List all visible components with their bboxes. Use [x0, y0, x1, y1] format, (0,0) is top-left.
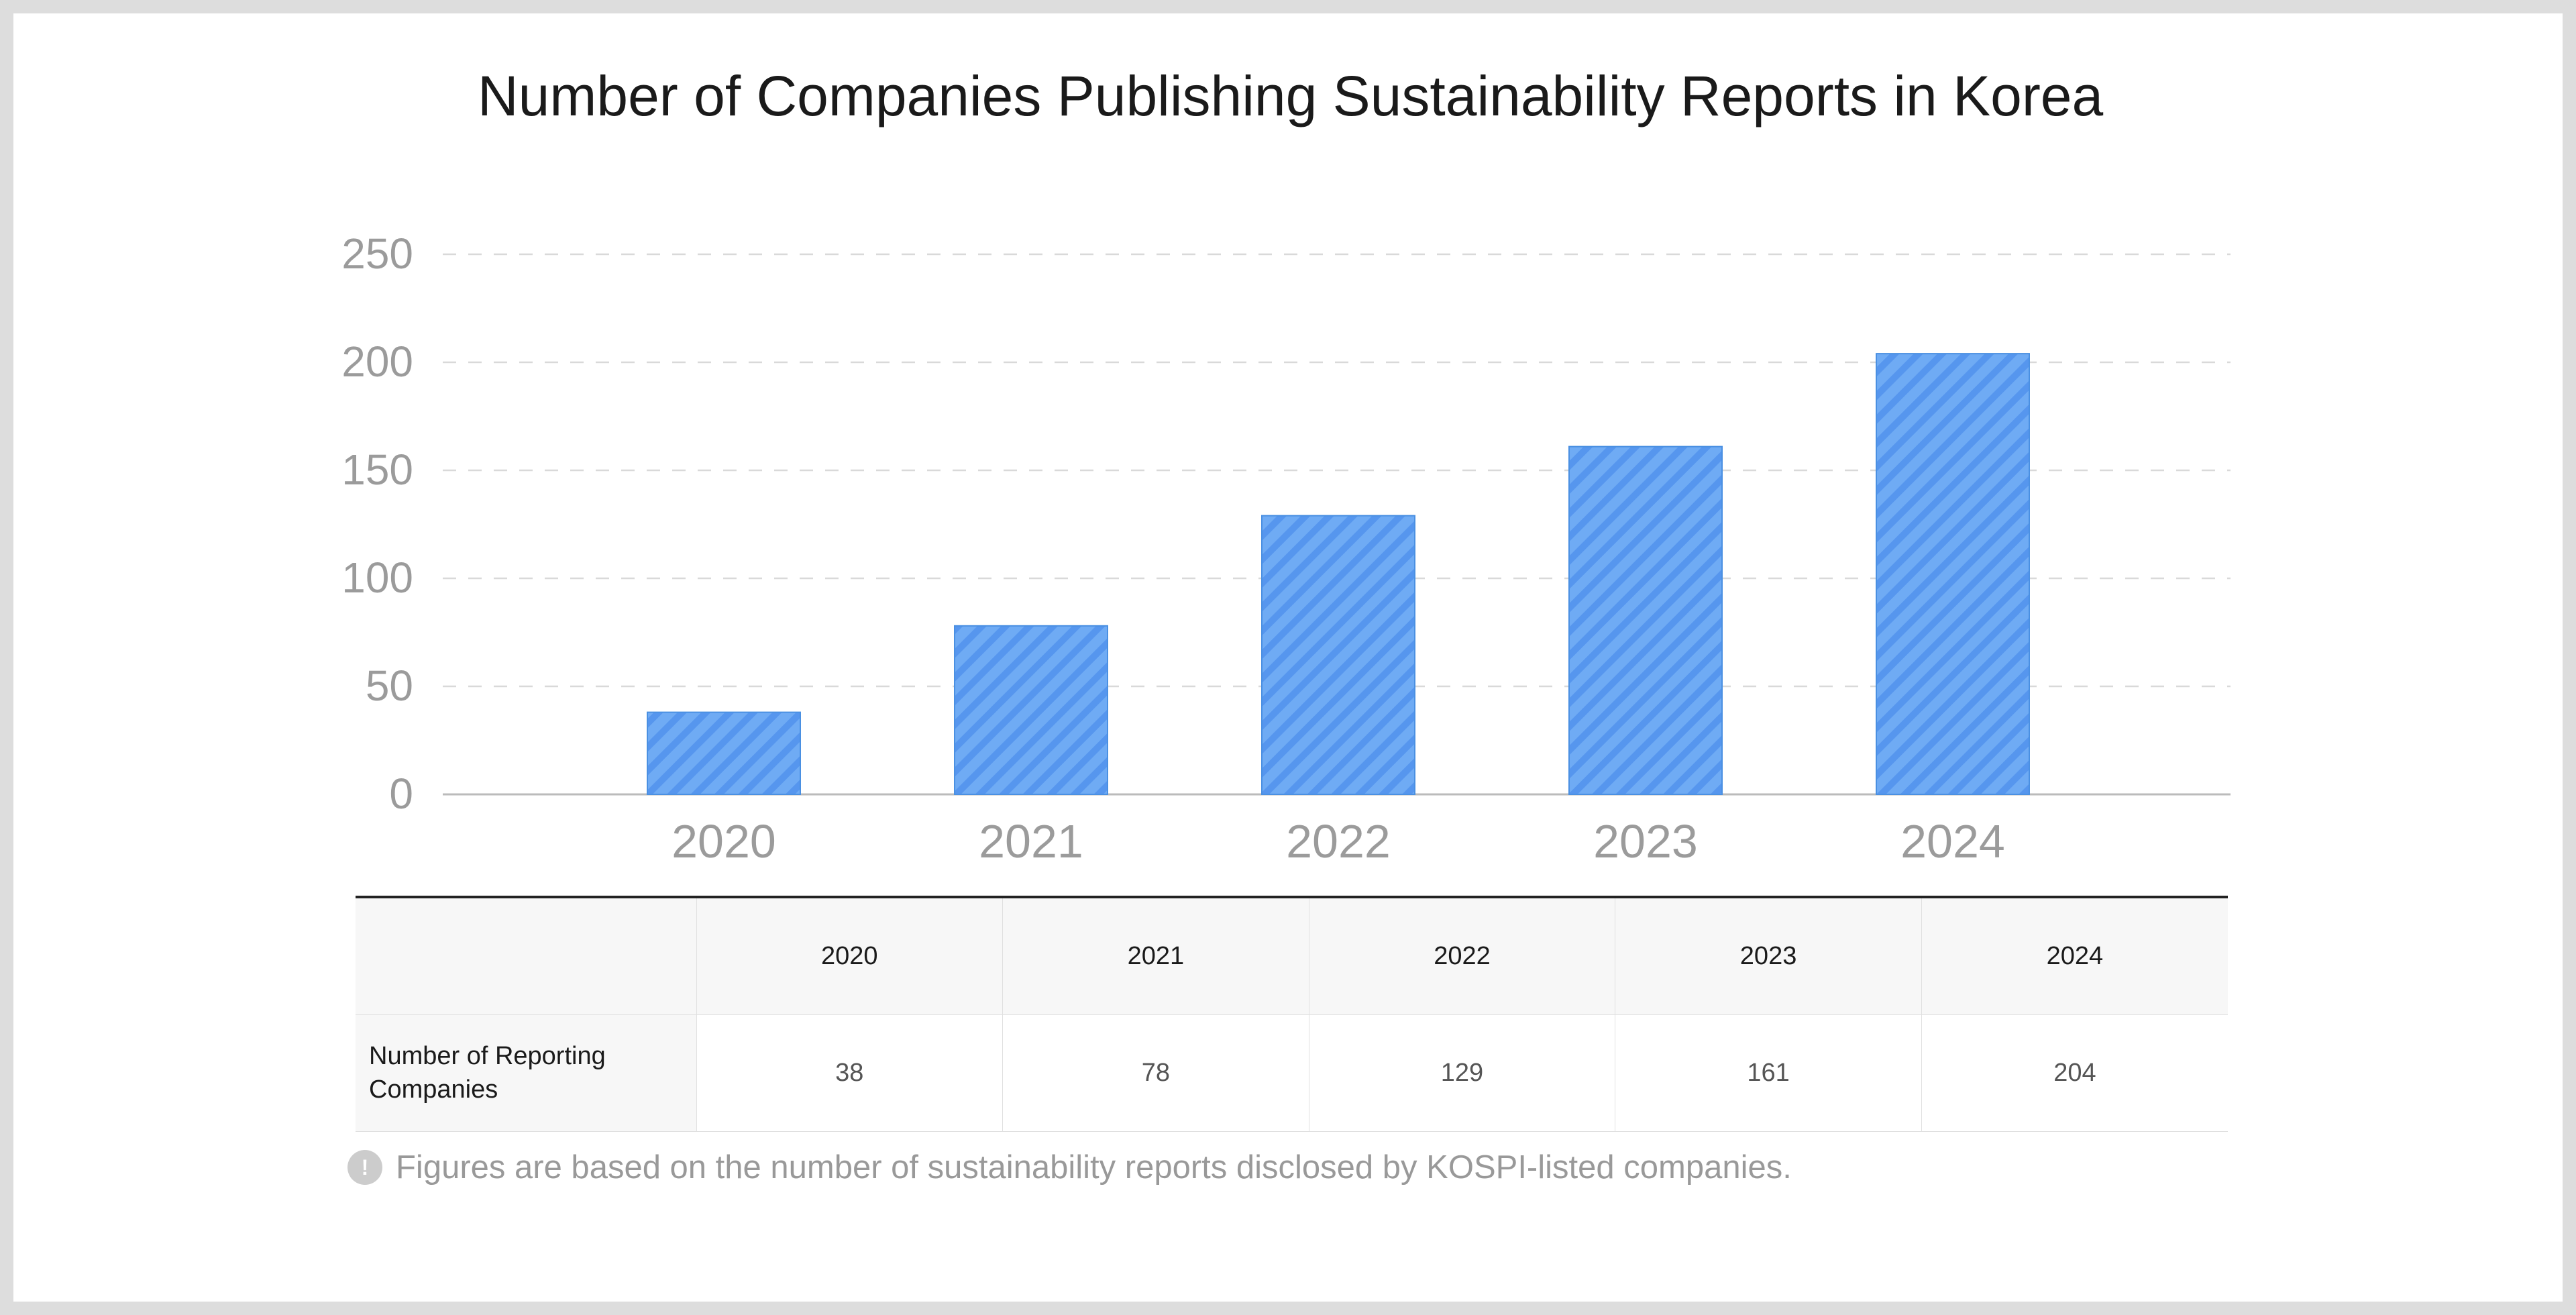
svg-text:2024: 2024	[1900, 815, 2005, 867]
svg-text:2022: 2022	[1286, 815, 1391, 867]
svg-text:150: 150	[341, 445, 413, 494]
svg-text:200: 200	[341, 337, 413, 386]
svg-text:0: 0	[389, 770, 413, 818]
svg-text:2020: 2020	[672, 815, 776, 867]
svg-text:2023: 2023	[1593, 815, 1698, 867]
svg-text:100: 100	[341, 554, 413, 602]
svg-text:2021: 2021	[979, 815, 1083, 867]
svg-text:250: 250	[341, 229, 413, 278]
svg-text:50: 50	[366, 662, 413, 710]
